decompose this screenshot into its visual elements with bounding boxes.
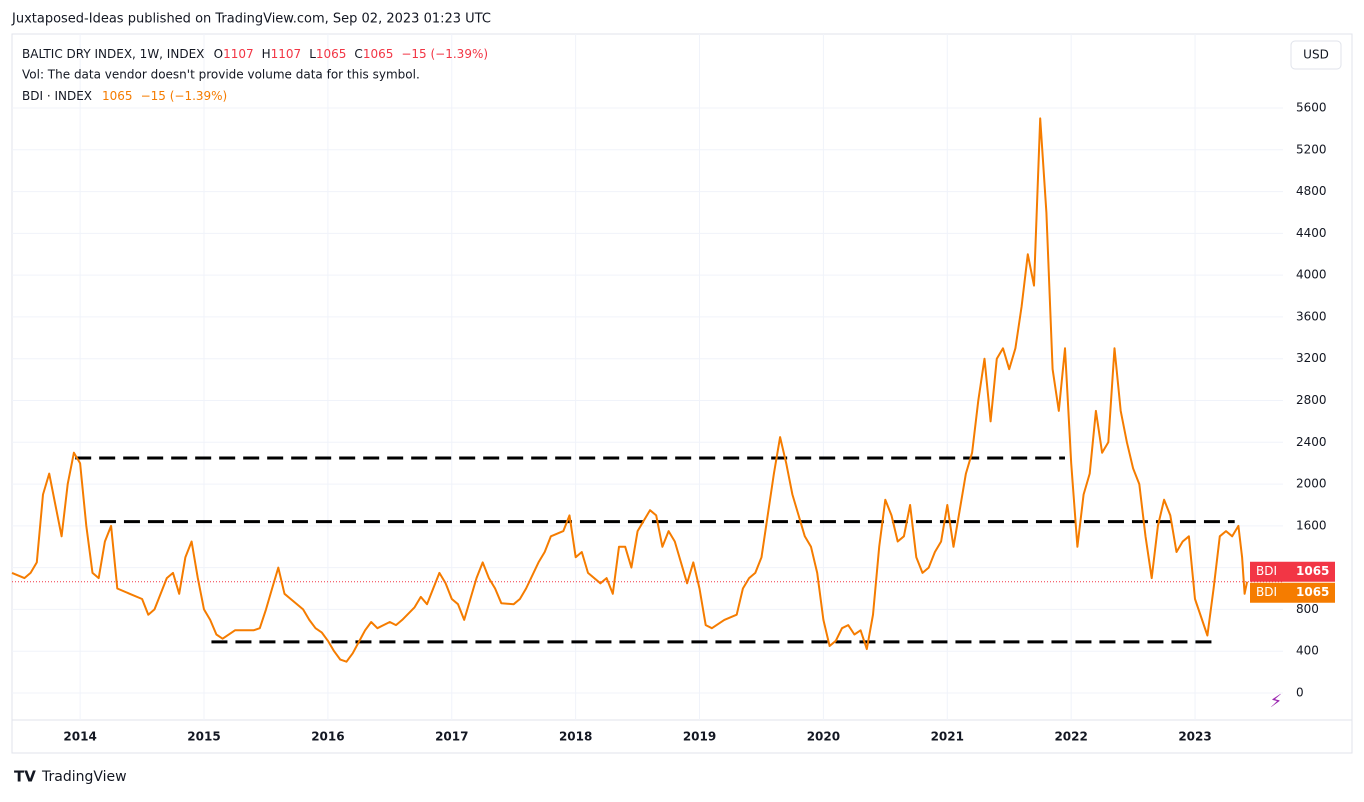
y-tick-label: 2400: [1296, 435, 1327, 449]
y-tick-label: 5200: [1296, 142, 1327, 156]
study-line: BDI · INDEX 1065 −15 (−1.39%): [22, 89, 227, 103]
chart-frame: [11, 33, 1353, 754]
x-tick-label: 2022: [1054, 730, 1087, 744]
legend: BALTIC DRY INDEX, 1W, INDEX O1107 H1107 L10…: [22, 47, 488, 103]
y-tick-label: 4400: [1296, 226, 1327, 240]
y-tick-label: 0: [1296, 686, 1304, 700]
price-label: [1250, 561, 1285, 582]
ohlc-value: 1107: [271, 47, 302, 61]
y-tick-label: 400: [1296, 644, 1319, 658]
price-label: [1250, 582, 1285, 603]
x-tick-label: 2023: [1178, 730, 1211, 744]
price-line: [11, 117, 1249, 663]
ohlc-value: 1107: [223, 47, 254, 61]
x-tick-label: 2015: [187, 730, 220, 744]
ohlc-label: O: [214, 47, 223, 61]
y-tick-label: 800: [1296, 602, 1319, 616]
price-label: [1285, 582, 1335, 603]
symbol: BALTIC DRY INDEX, 1W, INDEX: [22, 47, 204, 61]
study-value: 1065: [102, 89, 133, 103]
ohlc-label: L: [309, 47, 316, 61]
price-label-value: 1065: [1296, 585, 1329, 599]
y-tick-label: 2800: [1296, 393, 1327, 407]
x-tick-label: 2016: [311, 730, 344, 744]
x-tick-label: 2021: [931, 730, 964, 744]
y-tick-label: 4800: [1296, 184, 1327, 198]
price-label-name: BDI: [1256, 564, 1277, 578]
ohlc-label: H: [262, 47, 271, 61]
ohlc-value: 1065: [316, 47, 347, 61]
study: BDI · INDEX: [22, 89, 92, 103]
x-tick-label: 2018: [559, 730, 592, 744]
x-tick-label: 2019: [683, 730, 716, 744]
legend-line: BALTIC DRY INDEX, 1W, INDEX O1107 H1107 L10…: [22, 47, 488, 61]
price-label: [1285, 561, 1335, 582]
price-label-value: 1065: [1296, 564, 1329, 578]
ohlc-label: C: [354, 47, 362, 61]
icon[interactable]: ⚡: [1270, 691, 1283, 712]
x-tick-label: 2014: [63, 730, 96, 744]
study-change: −15 (−1.39%): [141, 89, 228, 103]
footer: TradingView: [41, 769, 127, 785]
y-tick-label: 5600: [1296, 101, 1327, 115]
y-tick-label: 3200: [1296, 351, 1327, 365]
publisher: Juxtaposed-Ideas published on TradingVie…: [11, 12, 491, 27]
change: −15 (−1.39%): [401, 47, 488, 61]
y-tick-label: 4000: [1296, 268, 1327, 282]
volume-note: Vol: The data vendor doesn't provide vol…: [22, 68, 420, 82]
currency-button[interactable]: [1290, 40, 1342, 70]
price-label-name: BDI: [1256, 585, 1277, 599]
currency[interactable]: USD: [1303, 48, 1329, 62]
y-tick-label: 3600: [1296, 309, 1327, 323]
x-tick-label: 2020: [807, 730, 840, 744]
x-tick-label: 2017: [435, 730, 468, 744]
ohlc-value: 1065: [363, 47, 394, 61]
logo: TV: [14, 768, 36, 786]
y-tick-label: 2000: [1296, 477, 1327, 491]
y-tick-label: 1600: [1296, 518, 1327, 532]
plot: 0400800120016002000240028003200360040004…: [11, 34, 1335, 744]
